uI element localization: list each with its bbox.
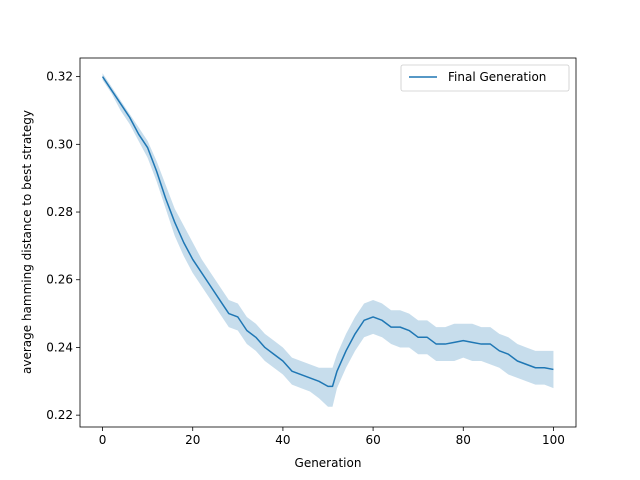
x-tick-label: 20 — [185, 433, 200, 447]
series-line-layer — [101, 76, 554, 388]
y-tick-label: 0.26 — [46, 273, 73, 287]
x-tick-label: 0 — [99, 433, 107, 447]
y-axis-ticks: 0.22 0.24 0.26 0.28 0.30 0.32 — [46, 70, 80, 422]
x-axis-ticks: 0 20 40 60 80 100 — [99, 427, 565, 447]
y-tick-label: 0.32 — [46, 70, 73, 84]
y-tick-label: 0.24 — [46, 340, 73, 354]
x-axis-label: Generation — [295, 456, 362, 470]
y-tick-label: 0.22 — [46, 408, 73, 422]
series-line — [101, 76, 554, 388]
y-axis-label: average hamming distance to best strateg… — [20, 110, 34, 374]
legend-label: Final Generation — [448, 70, 546, 84]
x-tick-label: 100 — [542, 433, 565, 447]
y-tick-label: 0.30 — [46, 137, 73, 151]
x-tick-label: 60 — [365, 433, 380, 447]
legend: Final Generation — [400, 64, 570, 92]
x-tick-label: 80 — [456, 433, 471, 447]
confidence-band — [102, 73, 554, 407]
y-tick-label: 0.28 — [46, 205, 73, 219]
confidence-band-layer — [102, 73, 554, 407]
x-tick-label: 40 — [275, 433, 290, 447]
plot-frame — [79, 57, 577, 428]
legend-box — [400, 64, 570, 92]
